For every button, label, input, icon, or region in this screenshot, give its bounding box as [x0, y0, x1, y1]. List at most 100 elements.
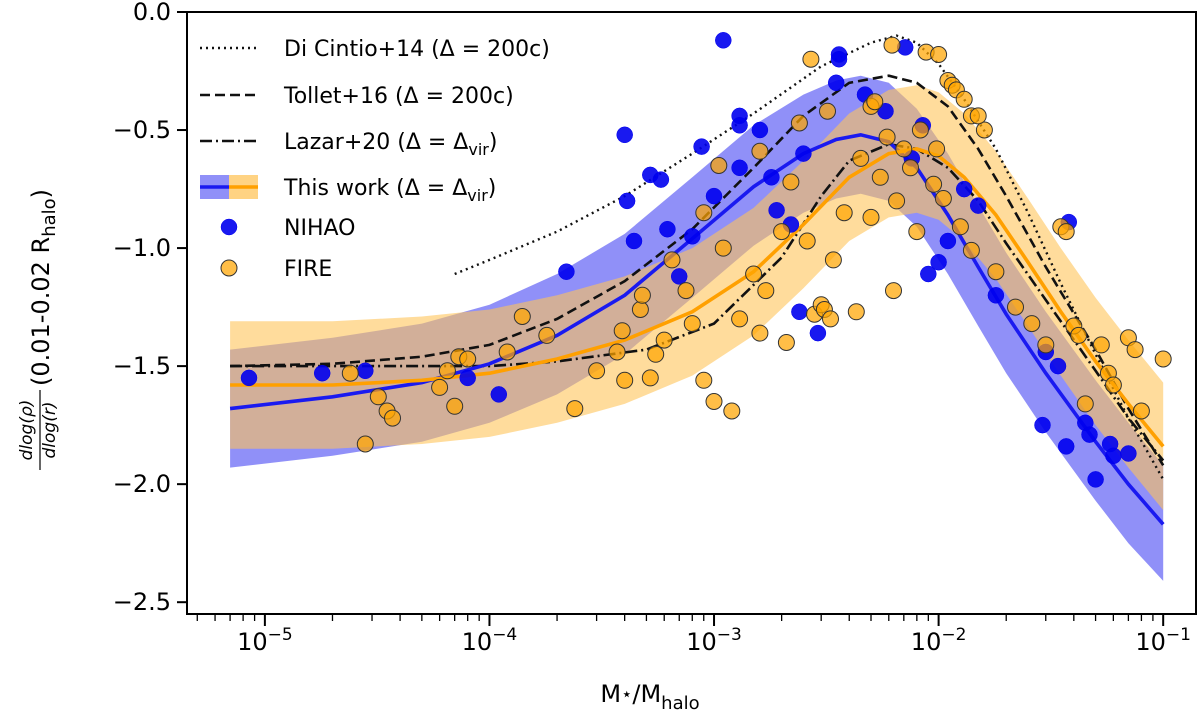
x-tick-label: 10−4	[462, 625, 518, 656]
fire-point	[1070, 326, 1088, 344]
nihao-point	[670, 268, 688, 285]
nihao-point	[357, 362, 374, 380]
nihao-point	[987, 287, 1005, 304]
fire-point	[498, 343, 516, 361]
nihao-point	[731, 159, 748, 177]
model-lines	[229, 34, 1165, 526]
nihao-point	[618, 192, 636, 210]
fire-point	[908, 223, 926, 241]
scatter-points	[240, 32, 1172, 488]
y-axis-frac-den: dlog(r)	[40, 402, 60, 459]
fire-point	[356, 435, 374, 453]
fire-point	[538, 326, 556, 344]
fire-point	[655, 331, 673, 349]
fire-point	[641, 369, 659, 387]
fire-point	[835, 204, 853, 222]
fire-point	[1076, 395, 1094, 413]
nihao-point	[313, 364, 331, 382]
fire-point	[431, 378, 449, 396]
nihao-point	[1057, 438, 1075, 455]
fire-point	[902, 159, 919, 177]
legend-label: Di Cintio+14 (Δ = 200c)	[284, 37, 550, 62]
nihao-point	[558, 263, 575, 280]
x-tick-label: 10−2	[911, 625, 967, 656]
fire-point	[513, 308, 531, 325]
nihao-point	[459, 369, 476, 387]
fire-point	[695, 371, 713, 389]
fire-point	[710, 157, 728, 174]
nihao-point	[705, 187, 723, 205]
fire-point	[633, 286, 651, 304]
fire-point	[852, 149, 870, 167]
fire-point	[1007, 298, 1024, 316]
dicintio-line	[454, 34, 1165, 480]
nihao-point	[920, 265, 937, 283]
nihao-point	[751, 121, 769, 139]
fire-point	[847, 303, 865, 321]
y-axis-ticks: 0.0 −0.5 −1.0 −1.5 −2.0 −2.5	[113, 0, 187, 616]
nihao-point	[955, 180, 973, 198]
nihao-point	[763, 169, 780, 186]
fire-point	[751, 324, 769, 342]
fire-point	[616, 371, 634, 389]
fire-point	[446, 397, 464, 415]
nihao-point	[715, 32, 732, 49]
nihao-point	[684, 228, 701, 245]
fire-point	[773, 223, 791, 241]
legend-label: This work (Δ = Δvir)	[283, 176, 496, 205]
fire-point	[695, 204, 713, 222]
legend-label: Tollet+16 (Δ = 200c)	[283, 84, 514, 109]
fire-fit-line	[230, 147, 1165, 448]
fire-point	[745, 265, 763, 283]
fire-point	[895, 140, 913, 158]
fire-point	[731, 310, 749, 328]
fire-point	[1132, 402, 1150, 420]
fire-point	[647, 345, 665, 363]
nihao-point	[693, 138, 710, 155]
legend-label: NIHAO	[284, 216, 355, 241]
fire-point	[975, 121, 993, 139]
fire-point	[1154, 350, 1172, 368]
y-axis-label-text: (0.01-0.02 Rhalo)	[27, 189, 60, 386]
fire-point	[962, 241, 980, 259]
tollet-line	[230, 74, 1165, 466]
nihao-point	[830, 50, 848, 68]
x-tick-label: 10−3	[686, 625, 742, 656]
legend-label: FIRE	[284, 257, 332, 282]
fire-point	[341, 364, 359, 382]
nihao-point	[1105, 447, 1122, 465]
nihao-point	[1034, 416, 1051, 434]
fire-point	[911, 121, 929, 139]
fire-point	[819, 102, 836, 120]
fire-point	[1126, 341, 1144, 359]
fire-point	[723, 402, 741, 420]
fire-point	[1023, 315, 1041, 333]
fire-point	[930, 46, 948, 63]
fire-point	[438, 362, 456, 380]
fire-point	[866, 93, 884, 111]
fire-point	[790, 114, 808, 132]
fire-point	[871, 168, 889, 186]
fire-point	[631, 301, 649, 318]
nihao-point	[240, 369, 258, 387]
y-tick-label: −2.0	[113, 470, 171, 498]
nihao-point	[625, 232, 643, 250]
fire-point	[969, 107, 987, 125]
nihao-point	[1120, 445, 1137, 462]
fire-point	[588, 362, 606, 380]
nihao-point	[827, 74, 845, 92]
x-tick-label: 10−5	[237, 625, 293, 656]
fire-point	[883, 36, 901, 54]
legend-nihao-marker	[220, 218, 238, 236]
y-tick-label: 0.0	[133, 0, 171, 26]
fire-point	[802, 50, 820, 68]
fire-point	[1092, 336, 1110, 354]
fire-point	[1104, 376, 1122, 394]
nihao-point	[795, 145, 812, 162]
fire-point	[705, 393, 723, 410]
fire-point	[677, 282, 695, 300]
nihao-point	[652, 171, 670, 188]
nihao-point	[930, 253, 947, 271]
fire-point	[777, 334, 795, 351]
fire-point	[683, 315, 701, 333]
